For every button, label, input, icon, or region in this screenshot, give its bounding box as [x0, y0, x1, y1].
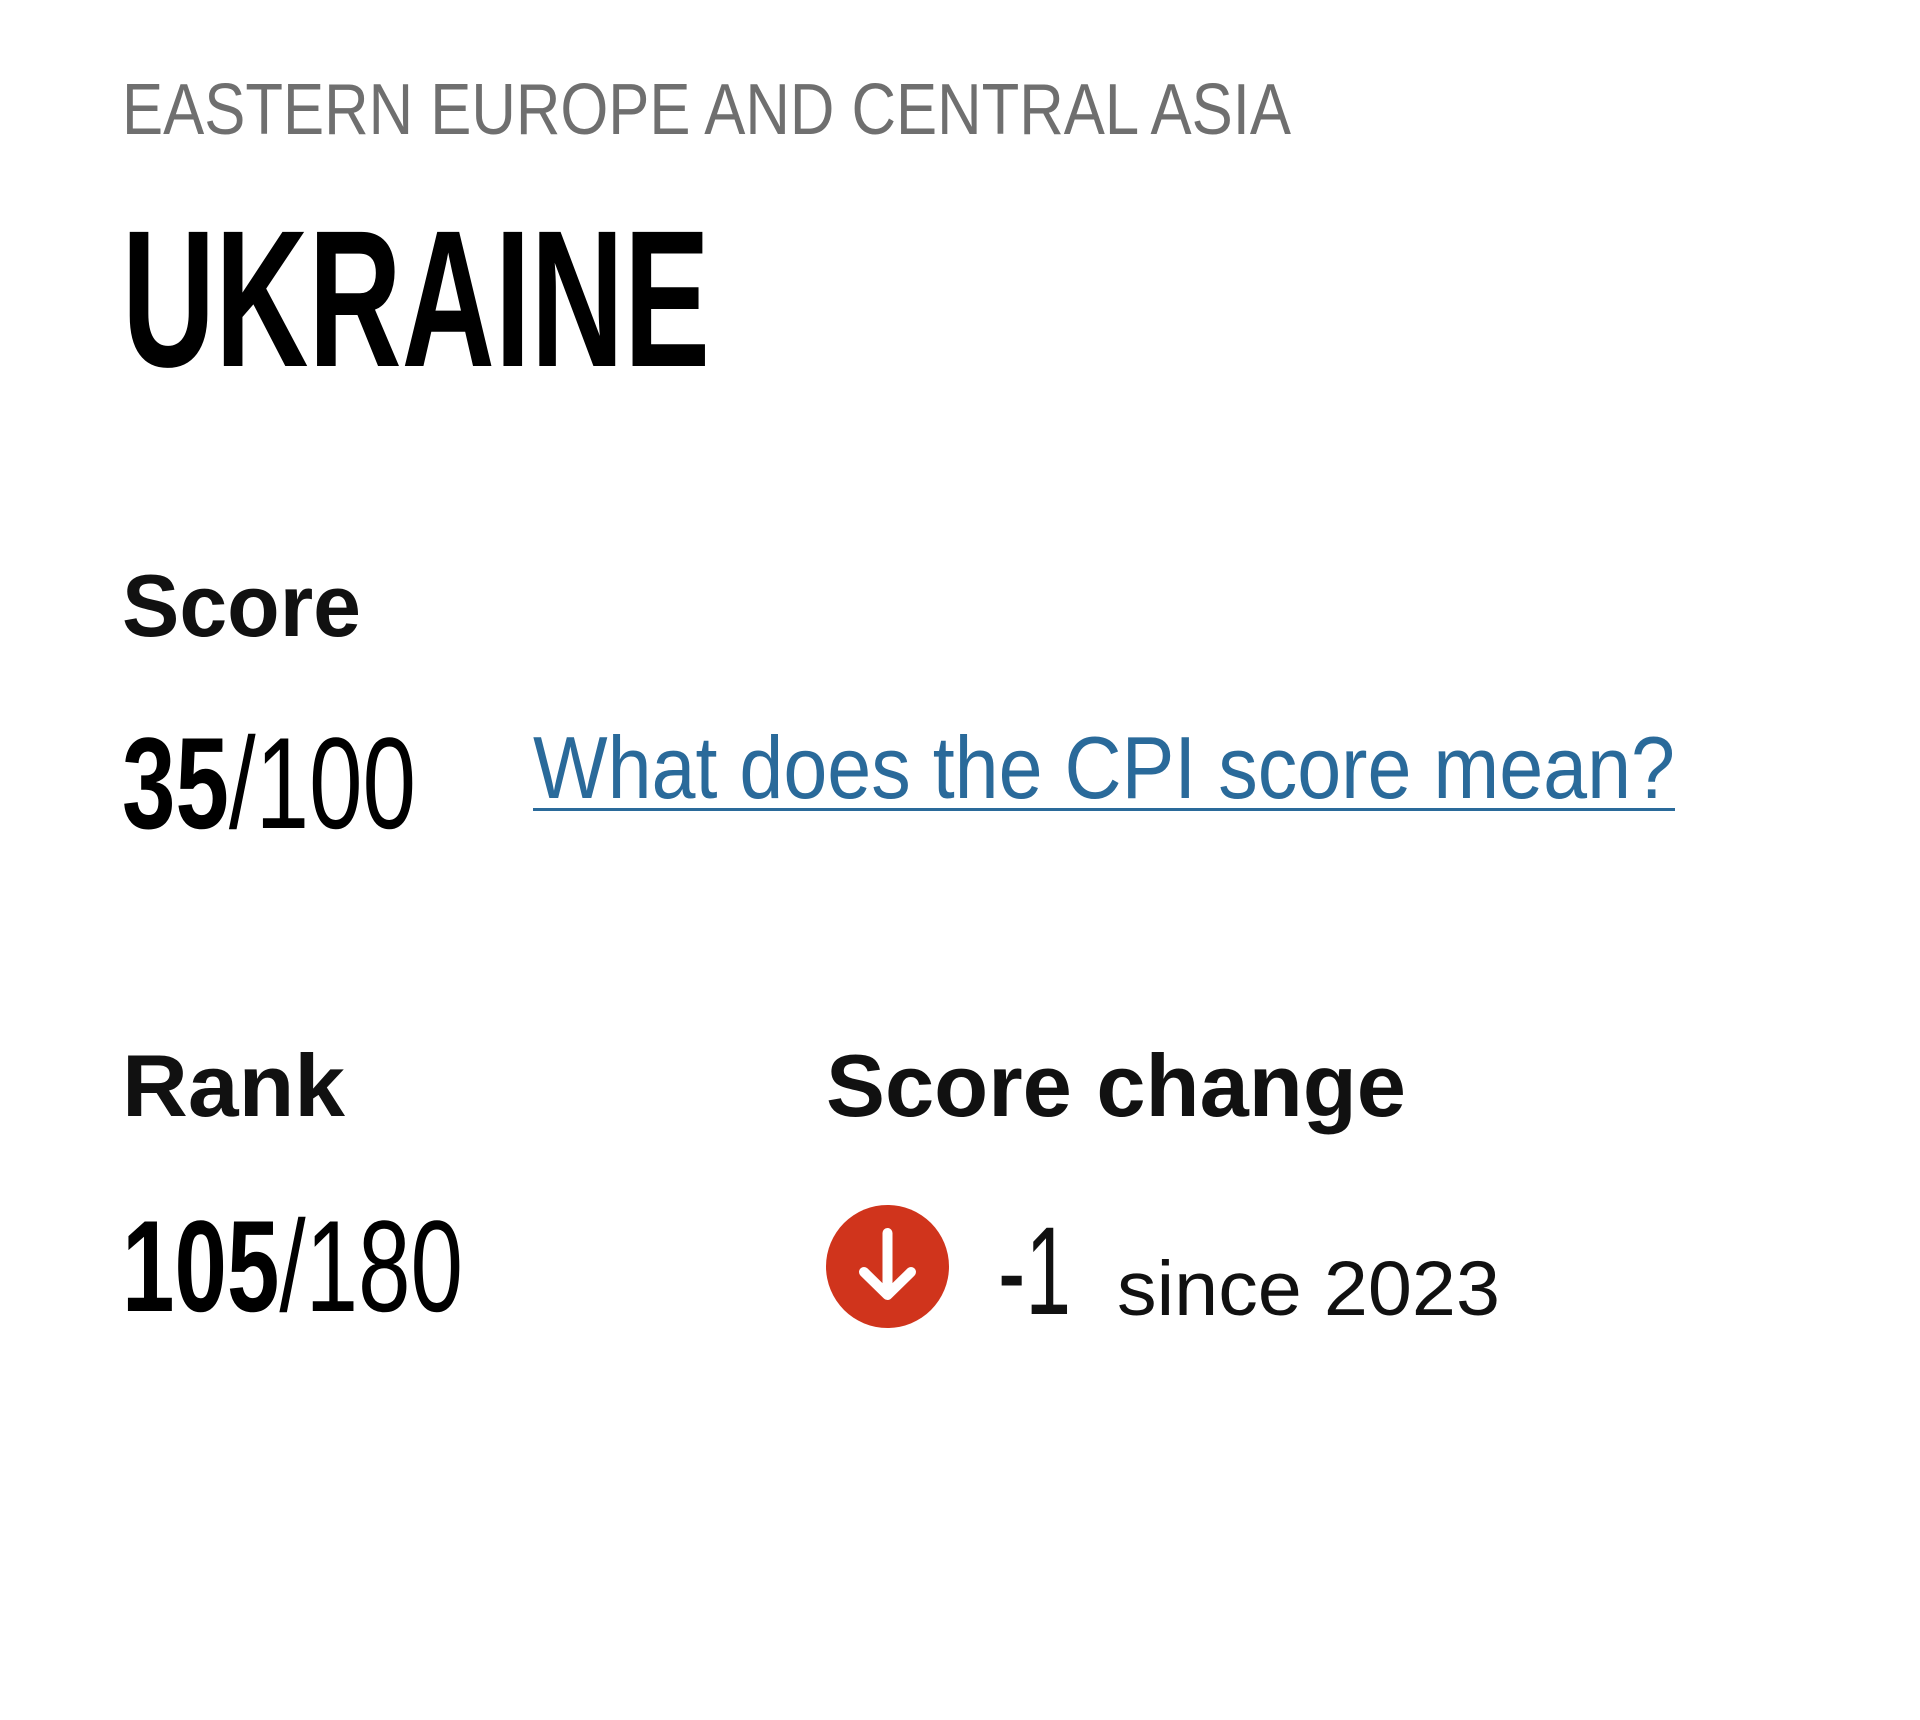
score-change-value: -1 — [998, 1202, 1071, 1341]
score-label: Score — [122, 556, 361, 655]
score-max: /100 — [228, 710, 416, 856]
score-number: 35 — [122, 710, 229, 856]
rank-max: /180 — [279, 1193, 463, 1339]
score-change-since: since 2023 — [1117, 1246, 1500, 1332]
country-title: UKRAINE — [122, 190, 710, 408]
score-change-label: Score change — [826, 1036, 1406, 1135]
rank-number: 105 — [122, 1193, 280, 1339]
score-value: 35/100 — [122, 718, 416, 848]
cpi-score-meaning-link[interactable]: What does the CPI score mean? — [533, 718, 1675, 817]
rank-label: Rank — [122, 1036, 345, 1135]
arrow-down-circle-icon — [826, 1205, 949, 1328]
rank-value: 105/180 — [122, 1201, 463, 1331]
region-label: EASTERN EUROPE AND CENTRAL ASIA — [122, 70, 1291, 150]
